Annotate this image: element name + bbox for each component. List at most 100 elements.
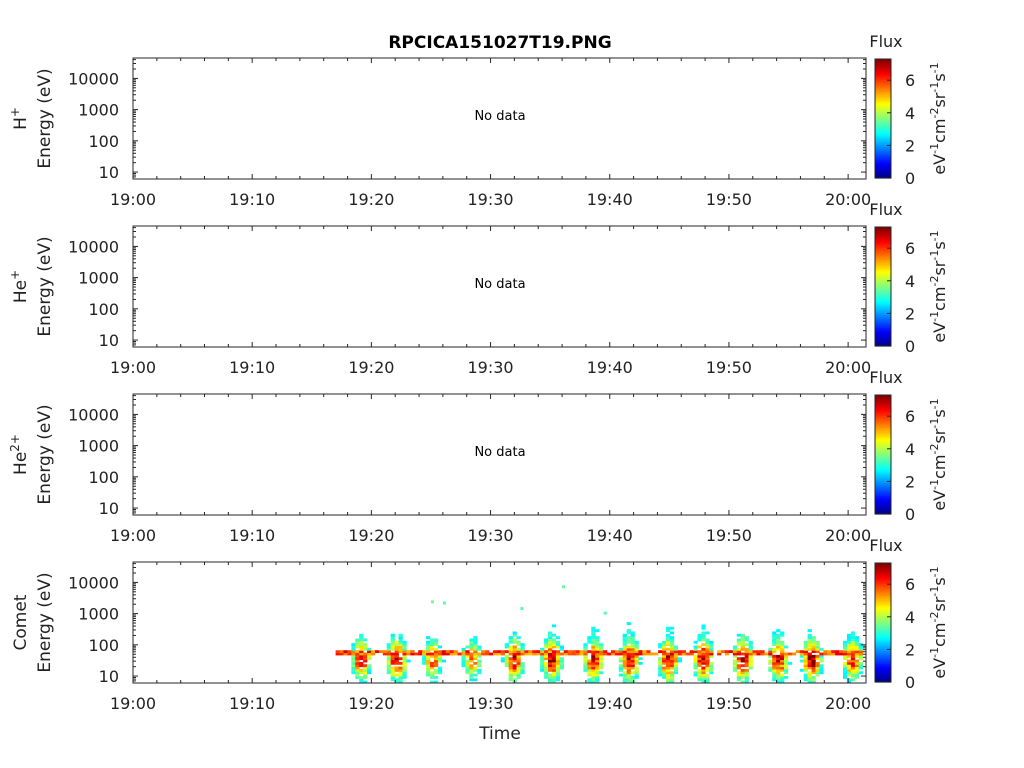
colorbar-swatch <box>875 144 891 147</box>
heatmap-cell <box>426 654 431 658</box>
heatmap-cell <box>390 638 395 642</box>
heatmap-cell <box>469 668 474 672</box>
heatmap-cell <box>669 650 675 654</box>
heatmap-cell <box>850 675 856 679</box>
heatmap-cell <box>740 671 745 675</box>
heatmap-cell <box>850 671 856 675</box>
heatmap-cell <box>850 666 856 670</box>
heatmap-cell <box>430 671 435 675</box>
heatmap-cell <box>591 643 596 647</box>
heatmap-cell <box>776 654 781 658</box>
colorbar-swatch <box>875 563 891 566</box>
heatmap-cell <box>846 652 852 656</box>
heatmap-cell <box>583 643 588 647</box>
heatmap-cell <box>461 661 466 665</box>
colorbar-swatch <box>875 340 891 343</box>
heatmap-cell <box>473 654 478 658</box>
heatmap-cell <box>410 650 415 654</box>
colorbar-swatch <box>875 642 891 646</box>
heatmap-cell <box>516 668 521 672</box>
heatmap-cell <box>846 664 852 668</box>
heatmap-cell <box>780 654 785 658</box>
heatmap-cell <box>630 661 635 665</box>
heatmap-cell <box>548 650 553 654</box>
heatmap-cell <box>469 643 474 647</box>
heatmap-cell <box>843 643 848 647</box>
colorbar-swatch <box>875 161 891 164</box>
no-data-message: No data <box>474 277 525 292</box>
colorbar-swatch <box>875 570 891 573</box>
heatmap-cell <box>693 671 698 675</box>
heatmap-cell <box>548 631 553 635</box>
heatmap-cell <box>587 661 592 665</box>
heatmap-cell <box>850 636 856 639</box>
colorbar-swatch <box>875 641 891 644</box>
heatmap-cell <box>469 638 474 642</box>
heatmap-cell <box>473 678 478 682</box>
heatmap-cell <box>390 640 395 644</box>
heatmap-cell <box>544 652 549 656</box>
heatmap-cell <box>347 652 352 656</box>
colorbar-swatch <box>875 159 891 162</box>
heatmap-cell <box>410 652 415 656</box>
heatmap-cell <box>390 633 395 637</box>
heatmap-cell <box>701 654 706 658</box>
heatmap-cell <box>662 652 667 656</box>
colorbar-swatch <box>875 271 891 275</box>
heatmap-cell <box>622 633 627 637</box>
unit-exponent: -1 <box>928 586 941 597</box>
heatmap-cell <box>363 647 368 651</box>
heatmap-cell <box>736 657 742 661</box>
colorbar-swatch <box>875 633 891 637</box>
colorbar-swatch <box>875 103 891 107</box>
heatmap-cell <box>587 680 592 684</box>
colorbar-swatch <box>875 176 891 179</box>
heatmap-cell <box>705 654 710 658</box>
heatmap-cell <box>386 661 391 665</box>
heatmap-cell <box>355 673 360 677</box>
heatmap-cell <box>516 636 521 639</box>
colorbar-swatch <box>875 443 891 446</box>
heatmap-cell <box>465 668 470 672</box>
heatmap-cell <box>772 647 777 651</box>
heatmap-cell <box>626 631 631 635</box>
heatmap-cell <box>544 650 549 654</box>
heatmap-cell <box>595 640 600 644</box>
heatmap-cell <box>465 645 470 649</box>
colorbar-swatch <box>875 305 891 308</box>
colorbar-swatch <box>875 166 891 170</box>
colorbar-swatch <box>875 566 891 570</box>
heatmap-cell <box>634 668 639 672</box>
colorbar-swatch <box>875 487 891 491</box>
heatmap-cell <box>512 633 517 637</box>
colorbar-swatch <box>875 312 891 315</box>
heatmap-cell <box>622 675 627 679</box>
colorbar-swatch <box>875 424 891 428</box>
colorbar-swatch <box>875 227 891 230</box>
colorbar-swatch <box>875 413 891 417</box>
heatmap-cell <box>551 624 557 628</box>
heatmap-cell <box>748 666 753 670</box>
colorbar-swatch <box>875 258 891 262</box>
heatmap-cell <box>355 675 360 679</box>
heatmap-cell <box>426 652 431 656</box>
heatmap-cell <box>571 652 576 656</box>
colorbar-swatch <box>875 72 891 75</box>
heatmap-cell <box>839 650 844 654</box>
heatmap-cell <box>359 675 364 679</box>
heatmap-cell <box>634 657 639 661</box>
unit-exponent: -1 <box>928 398 941 409</box>
colorbar-tick-label: 0 <box>905 673 915 692</box>
heatmap-cell <box>351 647 356 651</box>
heatmap-cell <box>544 664 549 668</box>
colorbar-unit-group: eV-1cm-2sr-1s-1 <box>928 230 949 342</box>
heatmap-cell <box>697 654 702 658</box>
heatmap-cell <box>398 678 403 682</box>
heatmap-cell <box>677 657 683 661</box>
colorbar-swatch <box>875 99 891 103</box>
heatmap-cell <box>595 636 600 639</box>
heatmap-cell <box>555 654 561 658</box>
heatmap-cell <box>807 657 812 661</box>
heatmap-cell <box>512 645 517 649</box>
heatmap-cell <box>595 643 600 647</box>
